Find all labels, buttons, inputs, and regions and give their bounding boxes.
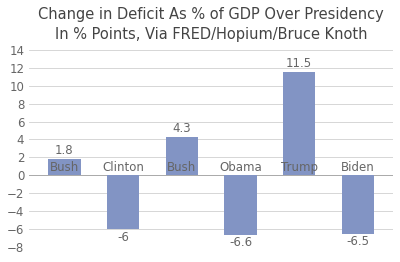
Text: Bush: Bush [50,161,79,174]
Text: 11.5: 11.5 [286,57,312,70]
Text: 1.8: 1.8 [55,144,74,157]
Text: Trump: Trump [281,161,318,174]
Text: -6: -6 [117,231,129,244]
Text: Biden: Biden [341,161,375,174]
Bar [224,175,257,234]
Text: Clinton: Clinton [102,161,144,174]
Bar [107,175,139,229]
Bar [342,175,374,234]
Bar [283,72,315,175]
Bar [48,159,80,175]
Text: -6.6: -6.6 [229,236,252,249]
Text: -6.5: -6.5 [346,235,369,248]
Text: Obama: Obama [219,161,262,174]
Bar [166,137,198,175]
Title: Change in Deficit As % of GDP Over Presidency
In % Points, Via FRED/Hopium/Bruce: Change in Deficit As % of GDP Over Presi… [38,7,384,42]
Text: 4.3: 4.3 [172,122,191,135]
Text: Bush: Bush [167,161,196,174]
